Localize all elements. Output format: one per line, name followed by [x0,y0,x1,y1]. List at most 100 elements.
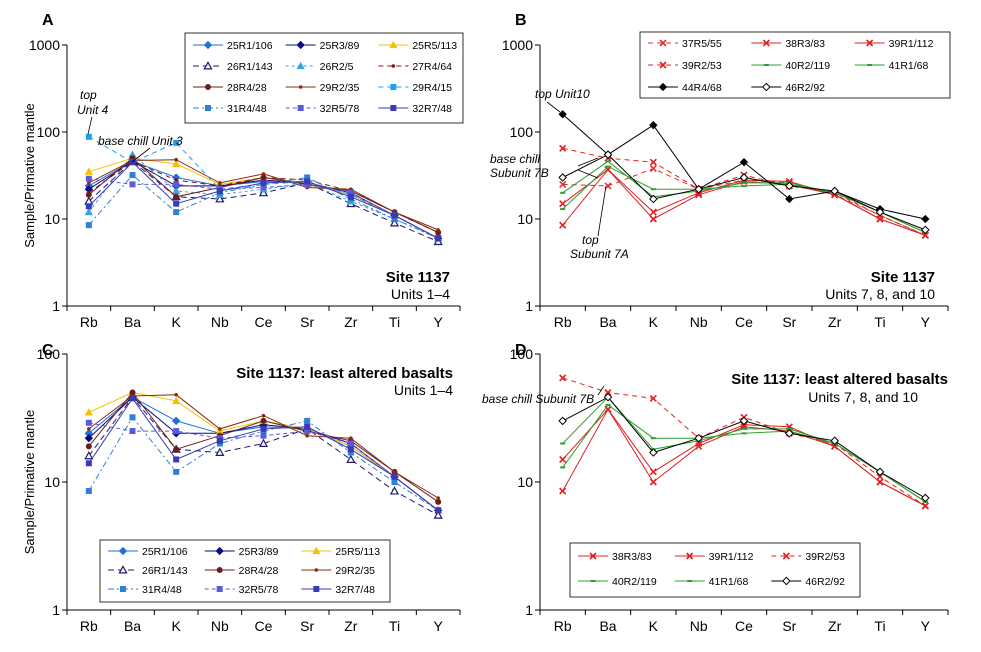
legend-label: 32R5/78 [320,103,360,115]
legend-label: 40R2/119 [612,576,657,588]
legend-label: 25R3/89 [239,546,279,558]
data-point [391,479,398,485]
data-point [216,187,223,194]
x-tick-label: Sr [782,314,796,330]
y-axis-title: Sample/Primative mantle [22,103,37,248]
data-point [304,417,311,424]
data-point [875,467,885,477]
x-tick-label: Rb [554,618,572,634]
data-point [172,416,181,426]
legend-box [639,31,951,99]
data-point [349,436,353,440]
panel-d: D 1 10 100 Rb Ba K Nb Ce Sr Zr Ti Y Site 1137: least … [482,342,949,634]
data-point [173,193,180,200]
legend-label: 29R2/35 [320,82,360,94]
x-tick-label: Zr [828,314,842,330]
data-point [921,214,930,224]
annotation-leader [546,101,561,113]
annotation: top [80,88,97,102]
annotation: top Unit10 [535,87,590,101]
data-point [921,493,930,503]
data-point [84,451,94,460]
panel-b: B 1 10 100 1000 Rb Ba K Nb Ce Sr Zr Ti Y Site 1137Unit… [490,12,951,330]
x-tick-label: Ba [124,618,141,634]
legend-marker [298,85,303,89]
data-point [558,416,567,426]
legend-marker [314,568,319,572]
x-tick-label: Nb [690,618,708,634]
data-point [85,203,92,210]
data-point [347,193,354,200]
legend-label: 31R4/48 [227,103,267,115]
data-point [260,174,267,181]
data-point [174,157,178,162]
legend-label: 27R4/64 [412,61,452,73]
data-point [694,433,703,443]
legend-marker [390,84,397,90]
annotation: top [582,233,599,247]
data-point [84,167,93,175]
x-tick-label: Nb [211,314,229,330]
data-point [173,446,180,453]
panel-letter: A [42,12,54,29]
x-tick-label: Ce [735,314,753,330]
legend-marker [296,61,305,70]
data-point [84,207,93,216]
legend-label: 31R4/48 [142,584,182,596]
legend-marker [589,552,597,560]
annotation: base chill [490,152,540,166]
data-point [85,419,92,426]
legend-marker [203,61,213,70]
units-subtitle: Units 7, 8, and 10 [808,389,918,405]
legend-marker [118,546,128,556]
panel-letter: C [42,342,54,359]
data-point [649,468,657,476]
data-point [649,158,657,166]
data-point [921,502,929,510]
annotation: Subunit 7A [570,247,629,261]
data-point [347,189,354,196]
data-point [347,449,354,456]
legend-marker [313,586,320,592]
legend-marker [659,61,667,69]
data-point [173,209,180,216]
data-point [649,215,657,223]
data-point [216,437,223,444]
legend-marker [216,586,223,592]
legend-marker [659,39,667,47]
data-point [173,200,180,207]
data-point [876,478,884,486]
legend-label: 41R1/68 [709,576,749,588]
y-tick-label: 10 [517,211,533,227]
data-point [85,460,92,467]
x-tick-label: Sr [300,618,314,634]
y-tick-label: 1 [525,602,533,618]
legend-marker [686,552,694,560]
x-tick-label: Ti [874,618,885,634]
data-point [559,455,567,464]
legend-box [99,539,391,603]
data-point [258,438,269,447]
x-tick-label: Nb [211,618,229,634]
x-tick-label: K [649,314,659,330]
x-tick-label: Ba [599,618,616,634]
data-point [649,194,658,204]
legend-label: 25R1/106 [227,40,273,52]
legend-marker [296,40,305,50]
data-point [876,473,884,481]
site-title: Site 1137: least altered basalts [236,365,453,382]
data-point [391,216,398,222]
legend-label: 39R2/53 [682,60,722,72]
x-tick-label: Rb [554,314,572,330]
y-tick-label: 100 [510,124,534,140]
data-point [346,454,356,463]
data-point [649,164,657,173]
x-tick-label: Y [921,618,931,634]
legend-box [184,32,464,124]
legend-label: 32R7/48 [335,584,375,596]
panel-c: C 1 10 100 Rb Ba K Nb Ce Sr Zr Ti Y Sample/Primative … [22,342,461,634]
data-point [785,181,794,191]
data-point [218,181,222,185]
annotation: base chill Subunit 7B [482,392,594,406]
annotation: Subunit 7B [490,166,549,180]
